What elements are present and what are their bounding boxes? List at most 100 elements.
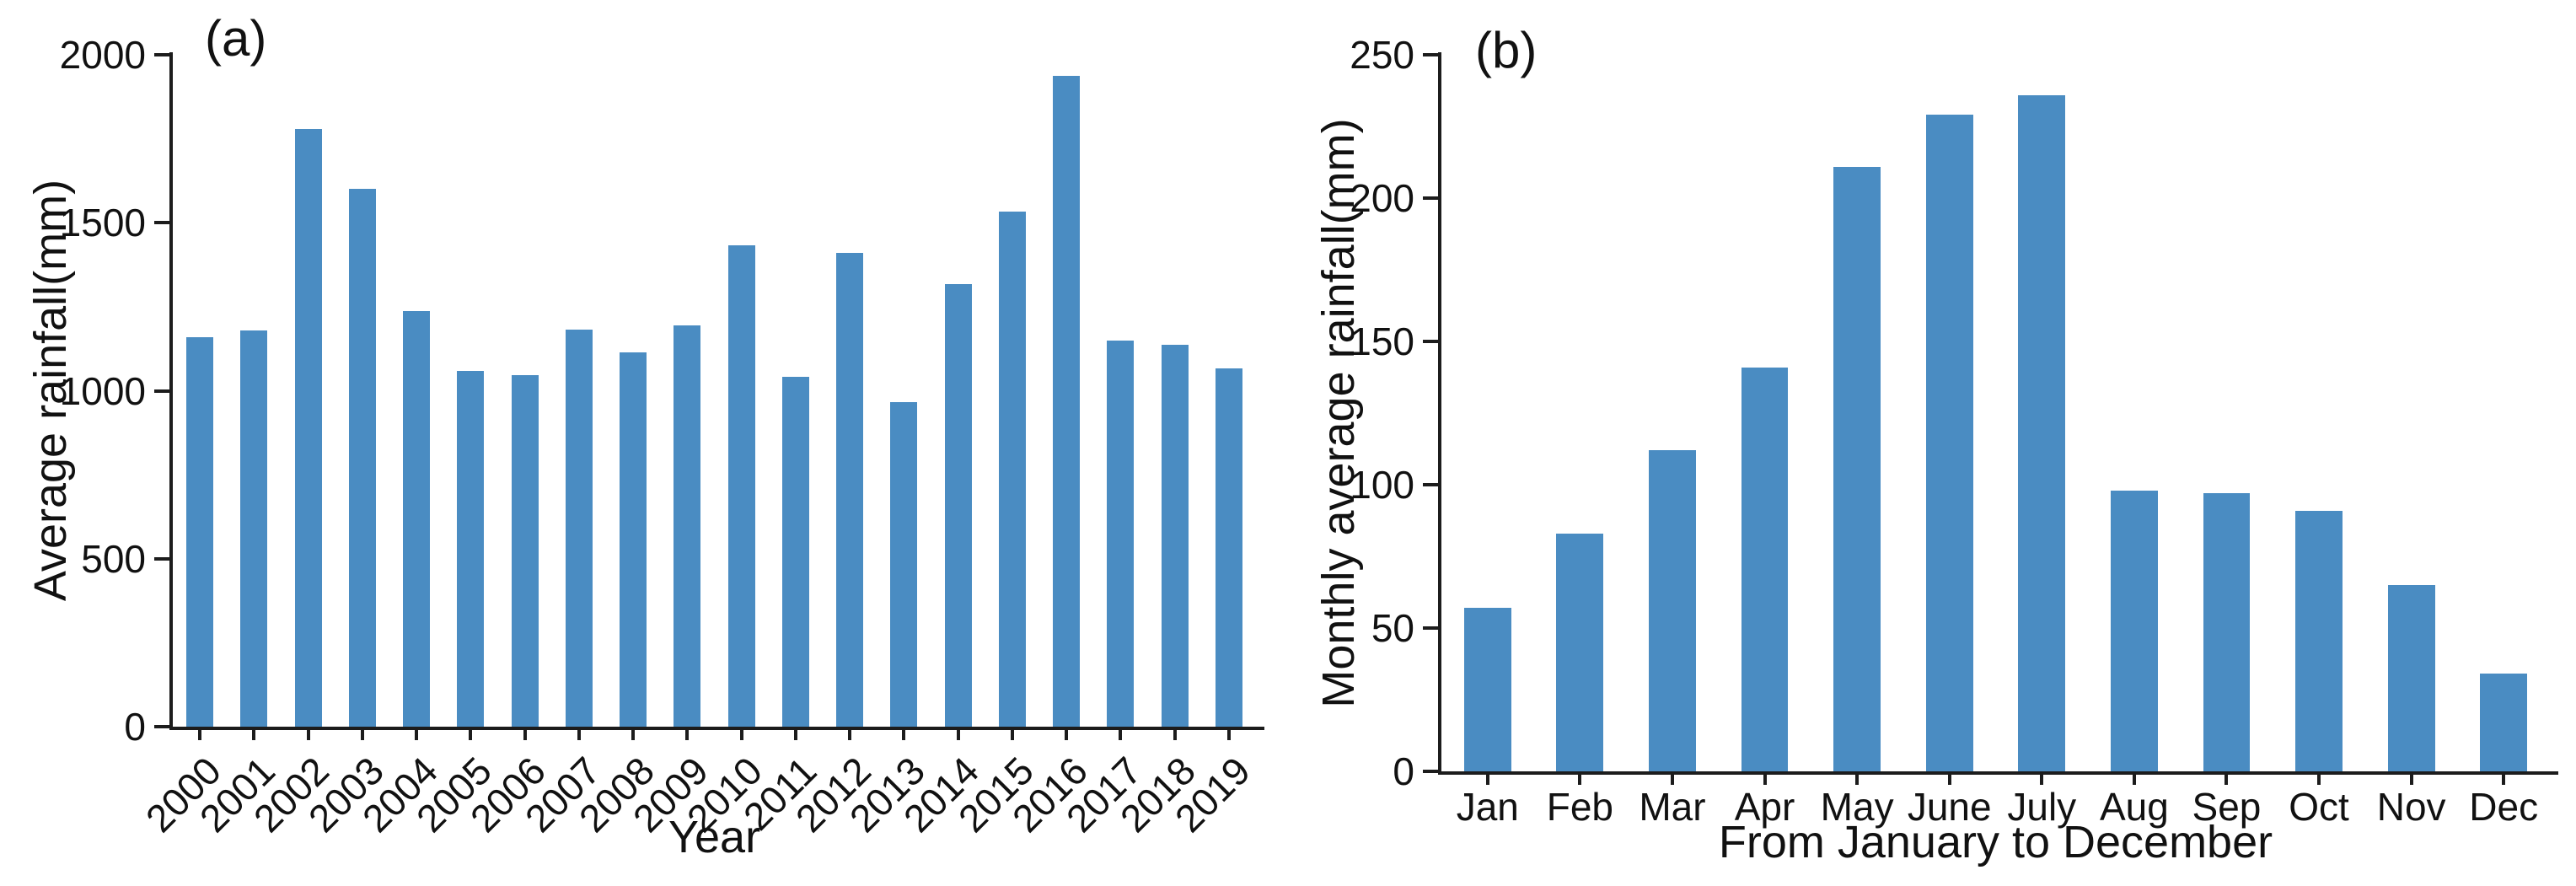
x-tick-mark bbox=[1119, 728, 1123, 740]
x-tick-label-Mar: Mar bbox=[1639, 785, 1706, 829]
y-tick-label-1000: 1000 bbox=[59, 368, 146, 413]
x-tick-mark bbox=[793, 728, 797, 740]
bar-2016 bbox=[1053, 76, 1081, 727]
bar-2019 bbox=[1215, 368, 1242, 727]
x-tick-label-Jan: Jan bbox=[1456, 785, 1519, 829]
y-tick-mark bbox=[154, 725, 169, 728]
x-tick-mark bbox=[956, 728, 960, 740]
x-tick-mark bbox=[2317, 773, 2321, 785]
bar-Oct bbox=[2295, 510, 2343, 771]
x-tick-mark bbox=[2040, 773, 2044, 785]
x-tick-mark bbox=[2409, 773, 2413, 785]
bar-2004 bbox=[403, 310, 431, 727]
x-tick-mark bbox=[1578, 773, 1582, 785]
bar-Sep bbox=[2203, 493, 2251, 771]
y-tick-label-500: 500 bbox=[81, 536, 146, 581]
x-tick-mark bbox=[631, 728, 636, 740]
bar-2002 bbox=[294, 128, 322, 727]
x-tick-mark bbox=[306, 728, 310, 740]
bar-Nov bbox=[2387, 585, 2435, 771]
plot-area-a bbox=[169, 52, 1264, 730]
y-tick-label-250: 250 bbox=[1350, 33, 1414, 77]
y-tick-mark bbox=[1423, 196, 1438, 200]
bar-2001 bbox=[240, 330, 268, 727]
y-tick-mark bbox=[1423, 53, 1438, 56]
x-tick-label-Aug: Aug bbox=[2099, 785, 2169, 829]
y-tick-labels-a: 0 500 1000 1500 2000 bbox=[38, 35, 146, 746]
x-tick-mark bbox=[1670, 773, 1674, 785]
x-tick-label-Sep: Sep bbox=[2192, 785, 2262, 829]
x-tick-mark bbox=[415, 728, 419, 740]
bar-2018 bbox=[1161, 345, 1189, 727]
bar-2006 bbox=[511, 375, 539, 727]
x-tick-label-Nov: Nov bbox=[2376, 785, 2446, 829]
x-tick-mark bbox=[469, 728, 473, 740]
bar-2000 bbox=[186, 336, 214, 727]
x-tick-mark bbox=[685, 728, 690, 740]
bar-May bbox=[1833, 166, 1881, 771]
y-tick-label-0: 0 bbox=[124, 705, 146, 749]
x-tick-mark bbox=[848, 728, 852, 740]
x-tick-mark bbox=[2132, 773, 2136, 785]
x-tick-mark bbox=[2224, 773, 2229, 785]
y-tick-label-200: 200 bbox=[1350, 176, 1414, 220]
x-tick-mark bbox=[1173, 728, 1177, 740]
x-tick-mark bbox=[1010, 728, 1014, 740]
x-tick-label-Apr: Apr bbox=[1734, 785, 1795, 829]
bar-2003 bbox=[348, 189, 376, 727]
bar-2013 bbox=[890, 402, 918, 727]
plot-area-b bbox=[1438, 52, 2558, 775]
bar-2011 bbox=[781, 376, 809, 727]
x-tick-mark bbox=[360, 728, 364, 740]
y-tick-marks-b bbox=[1423, 53, 1438, 773]
x-axis-label-a: Year bbox=[668, 812, 761, 862]
bar-Feb bbox=[1556, 533, 1604, 771]
x-tick-mark bbox=[902, 728, 906, 740]
x-tick-mark bbox=[1226, 728, 1231, 740]
x-axis-label-b: From January to December bbox=[1718, 817, 2273, 867]
y-tick-label-2000: 2000 bbox=[59, 33, 146, 77]
bar-2010 bbox=[727, 245, 755, 727]
bar-Jan bbox=[1463, 608, 1511, 771]
y-tick-label-0: 0 bbox=[1393, 749, 1414, 793]
bar-2005 bbox=[457, 371, 485, 727]
bars-b bbox=[1441, 55, 2550, 771]
x-axis-line-a bbox=[169, 727, 1264, 730]
x-tick-mark bbox=[1763, 773, 1767, 785]
x-tick-marks-a bbox=[173, 728, 1256, 740]
x-tick-marks-b bbox=[1441, 773, 2550, 785]
y-tick-mark bbox=[154, 389, 169, 393]
bar-Mar bbox=[1649, 450, 1696, 771]
bar-2009 bbox=[674, 325, 701, 727]
bar-2008 bbox=[620, 352, 647, 727]
y-tick-label-50: 50 bbox=[1371, 606, 1414, 650]
bar-2017 bbox=[1107, 341, 1135, 727]
y-axis-line-a bbox=[169, 52, 173, 730]
x-tick-mark bbox=[739, 728, 743, 740]
bar-Aug bbox=[2110, 490, 2158, 771]
x-tick-mark bbox=[523, 728, 527, 740]
y-tick-mark bbox=[1423, 770, 1438, 773]
x-tick-mark bbox=[1485, 773, 1489, 785]
x-tick-label-May: May bbox=[1820, 785, 1894, 829]
bar-2012 bbox=[836, 253, 864, 727]
x-tick-mark bbox=[1065, 728, 1069, 740]
y-tick-mark bbox=[154, 221, 169, 225]
y-tick-label-150: 150 bbox=[1350, 319, 1414, 363]
x-tick-mark bbox=[2502, 773, 2506, 785]
bar-July bbox=[2018, 94, 2066, 771]
y-tick-marks-a bbox=[154, 53, 169, 728]
bars-a bbox=[173, 55, 1256, 727]
bar-June bbox=[1925, 115, 1973, 771]
bar-Apr bbox=[1741, 367, 1789, 771]
x-tick-label-June: June bbox=[1907, 785, 1992, 829]
x-axis-line-b bbox=[1438, 771, 2558, 775]
x-tick-label-Feb: Feb bbox=[1546, 785, 1614, 829]
bar-2014 bbox=[944, 283, 972, 727]
bar-2015 bbox=[998, 212, 1026, 727]
x-tick-mark bbox=[198, 728, 202, 740]
y-tick-labels-b: 0 50 100 150 200 250 bbox=[1312, 35, 1414, 791]
y-axis-line-b bbox=[1438, 52, 1441, 775]
